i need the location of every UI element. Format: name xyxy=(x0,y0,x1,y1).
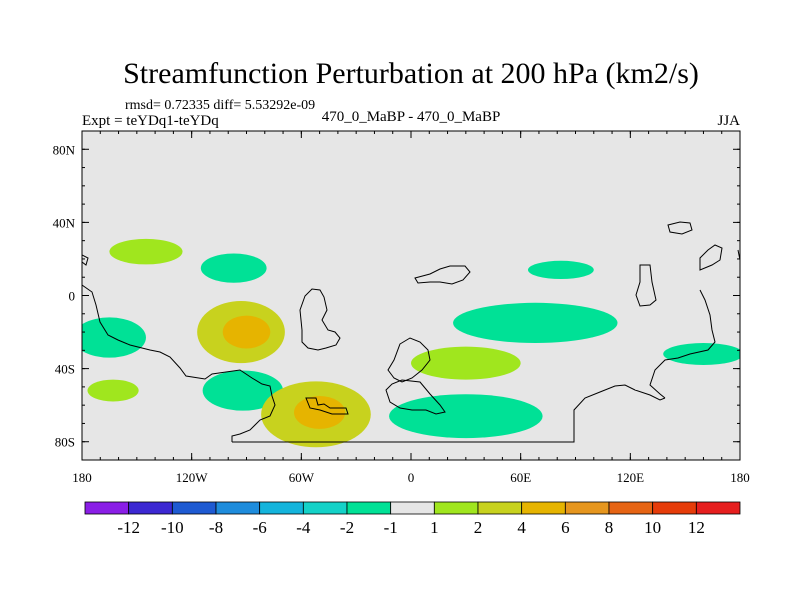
colorbar-swatch xyxy=(390,501,435,515)
anomaly-contour-10 xyxy=(389,394,543,439)
colorbar-label: -2 xyxy=(340,518,354,537)
anomaly-contour-8 xyxy=(294,396,346,429)
colorbar-swatch xyxy=(128,501,173,515)
stats-label: rmsd= 0.72335 diff= 5.53292e-09 xyxy=(125,98,315,113)
anomaly-contour-2 xyxy=(87,379,139,402)
x-tick-label: 120E xyxy=(617,470,645,485)
colorbar: -12 -10 -8 -6 -4 -2 -1 1 2 4 6 8 10 12 xyxy=(84,501,741,537)
colorbar-label: -12 xyxy=(117,518,140,537)
x-tick-label: 0 xyxy=(408,470,415,485)
case-label: 470_0_MaBP - 470_0_MaBP xyxy=(322,109,501,125)
colorbar-swatch xyxy=(608,501,654,515)
y-axis: 80N 40N 0 40S 80S xyxy=(53,142,740,450)
colorbar-label: 10 xyxy=(644,518,661,537)
colorbar-swatch xyxy=(215,501,261,515)
coastline-west xyxy=(82,254,89,266)
x-axis: 180 120W 60W 0 60E 120E 180 xyxy=(72,131,750,485)
coastline-south-georgia xyxy=(305,397,349,415)
y-tick-label: 0 xyxy=(69,289,76,304)
y-tick-label: 40N xyxy=(53,215,76,230)
anomaly-contour-13 xyxy=(663,343,740,365)
colorbar-swatch xyxy=(564,501,610,515)
colorbar-swatch xyxy=(695,501,741,515)
y-tick-label: 80S xyxy=(55,435,75,450)
season-label: JJA xyxy=(717,113,740,129)
anomaly-contour-3 xyxy=(200,253,267,283)
coastline-eastern-atlantic xyxy=(387,337,431,383)
anomaly-contour-12 xyxy=(527,260,594,280)
colorbar-label: 12 xyxy=(688,518,705,537)
colorbar-swatch xyxy=(346,501,392,515)
chart-title: Streamfunction Perturbation at 200 hPa (… xyxy=(123,57,699,90)
colorbar-label: 2 xyxy=(474,518,483,537)
colorbar-label: 6 xyxy=(561,518,570,537)
coastline-antarctica xyxy=(232,384,666,443)
coastline-australia xyxy=(649,289,716,399)
anomaly-contour-9 xyxy=(411,346,521,380)
colorbar-label: -4 xyxy=(296,518,311,537)
colorbar-swatch xyxy=(521,501,566,515)
colorbar-label: -10 xyxy=(161,518,184,537)
colorbar-label: 1 xyxy=(430,518,439,537)
colorbar-swatch xyxy=(171,501,217,515)
coastlines xyxy=(82,221,740,443)
coastline-africa xyxy=(299,288,341,351)
coastline-indian-ocean xyxy=(385,379,446,415)
x-tick-label: 180 xyxy=(72,470,92,485)
colorbar-label: -1 xyxy=(384,518,398,537)
anomaly-contour-6 xyxy=(202,370,284,411)
coastline-europe xyxy=(414,265,471,285)
colorbar-swatch xyxy=(84,501,130,515)
y-tick-label: 40S xyxy=(55,362,75,377)
colorbar-label: 4 xyxy=(517,518,526,537)
colorbar-swatch xyxy=(259,501,304,515)
anomaly-contour-0 xyxy=(109,238,183,265)
colorbar-label: -8 xyxy=(209,518,223,537)
coastline-asia-east xyxy=(635,264,657,307)
x-tick-label: 60W xyxy=(289,470,315,485)
anomaly-contour-11 xyxy=(453,302,618,344)
anomaly-contour-5 xyxy=(222,315,271,349)
anomaly-field xyxy=(82,238,740,448)
colorbar-swatch xyxy=(652,501,697,515)
colorbar-swatch xyxy=(302,501,348,515)
x-tick-label: 120W xyxy=(176,470,209,485)
x-tick-label: 60E xyxy=(510,470,531,485)
x-tick-label: 180 xyxy=(730,470,750,485)
coastline-south-america xyxy=(82,284,276,442)
colorbar-label: -6 xyxy=(253,518,267,537)
colorbar-swatch xyxy=(477,501,523,515)
anomaly-contour-1 xyxy=(82,317,146,358)
colorbar-label: 8 xyxy=(605,518,614,537)
y-tick-label: 80N xyxy=(53,142,76,157)
experiment-label: Expt = teYDq1-teYDq xyxy=(82,113,219,129)
colorbar-swatch xyxy=(433,501,479,515)
